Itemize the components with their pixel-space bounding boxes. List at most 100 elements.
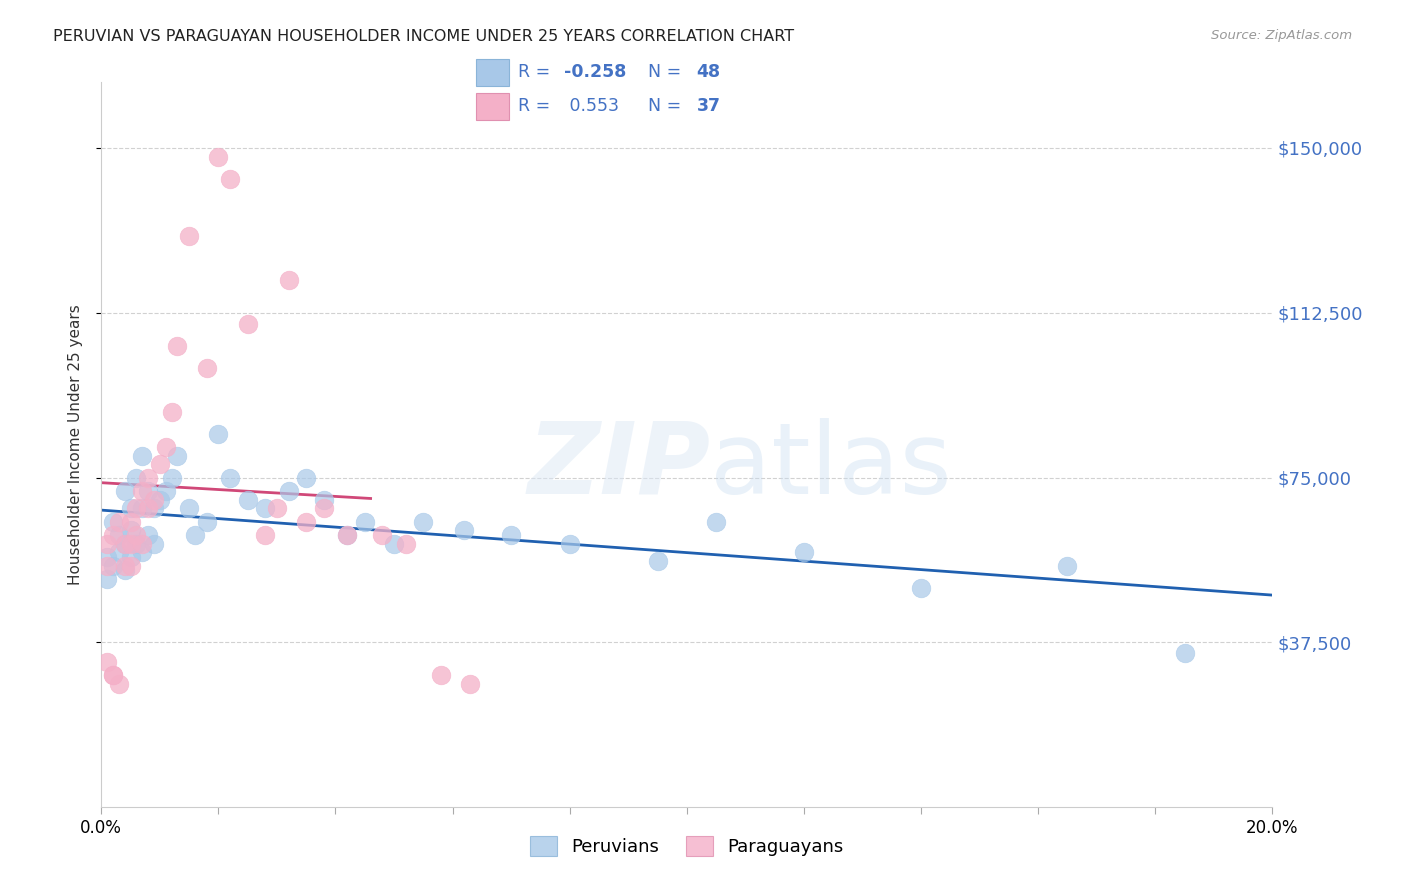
Point [177, 228, 200, 243]
Point [120, 515, 142, 529]
Point [266, 501, 288, 516]
Point [131, 483, 153, 498]
Point [125, 536, 148, 550]
Point [312, 492, 335, 507]
Point [412, 515, 434, 529]
Point [125, 501, 148, 516]
Point [236, 492, 259, 507]
Legend: Peruvians, Paraguayans: Peruvians, Paraguayans [523, 830, 851, 863]
Point [395, 536, 418, 550]
Point [458, 677, 481, 691]
Point [120, 549, 142, 564]
Point [136, 528, 159, 542]
Point [149, 458, 172, 472]
Point [1174, 647, 1197, 661]
Point [793, 545, 815, 559]
Point [149, 492, 172, 507]
Point [195, 360, 218, 375]
Point [120, 524, 142, 538]
Point [101, 528, 124, 542]
Point [501, 528, 523, 542]
Point [177, 501, 200, 516]
Point [336, 528, 359, 542]
Point [125, 528, 148, 542]
Point [131, 501, 153, 516]
Y-axis label: Householder Income Under 25 years: Householder Income Under 25 years [67, 304, 83, 585]
Point [236, 317, 259, 331]
Point [219, 171, 242, 186]
Point [277, 273, 299, 287]
Point [101, 558, 124, 573]
Point [219, 470, 242, 484]
Point [120, 536, 142, 550]
Point [207, 150, 229, 164]
Point [910, 581, 932, 595]
Point [101, 668, 124, 682]
Point [647, 554, 669, 568]
Point [312, 501, 335, 516]
Point [131, 449, 153, 463]
Point [107, 528, 129, 542]
Point [96, 536, 118, 550]
Text: 48: 48 [696, 63, 721, 81]
Text: atlas: atlas [710, 418, 952, 515]
Point [96, 549, 118, 564]
Text: PERUVIAN VS PARAGUAYAN HOUSEHOLDER INCOME UNDER 25 YEARS CORRELATION CHART: PERUVIAN VS PARAGUAYAN HOUSEHOLDER INCOM… [53, 29, 794, 44]
Point [353, 515, 375, 529]
Point [96, 655, 118, 669]
Point [136, 483, 159, 498]
Point [142, 501, 165, 516]
Point [382, 536, 405, 550]
Point [107, 515, 129, 529]
Point [155, 483, 177, 498]
Point [254, 528, 277, 542]
Point [142, 492, 165, 507]
Point [160, 470, 183, 484]
Point [131, 545, 153, 559]
Point [114, 536, 136, 550]
Point [114, 483, 136, 498]
Point [114, 558, 136, 573]
Point [453, 524, 475, 538]
Point [107, 545, 129, 559]
Point [184, 528, 207, 542]
Point [136, 501, 159, 516]
Point [336, 528, 359, 542]
Point [120, 558, 142, 573]
Point [1056, 558, 1078, 573]
Point [254, 501, 277, 516]
Point [125, 470, 148, 484]
Bar [475, 59, 509, 86]
Point [704, 515, 727, 529]
Text: R =: R = [519, 97, 555, 115]
Point [277, 483, 299, 498]
Point [160, 405, 183, 419]
Text: ZIP: ZIP [527, 418, 710, 515]
Point [131, 536, 153, 550]
Point [114, 536, 136, 550]
Text: R =: R = [519, 63, 555, 81]
Point [166, 339, 188, 353]
Point [295, 470, 318, 484]
Point [558, 536, 581, 550]
Point [136, 470, 159, 484]
Point [155, 440, 177, 454]
Point [142, 536, 165, 550]
Text: -0.258: -0.258 [564, 63, 626, 81]
Point [120, 501, 142, 516]
Point [96, 572, 118, 586]
Point [166, 449, 188, 463]
Text: N =: N = [648, 63, 688, 81]
Point [107, 677, 129, 691]
Point [101, 668, 124, 682]
Bar [475, 94, 509, 120]
Point [295, 515, 318, 529]
Point [195, 515, 218, 529]
Point [371, 528, 394, 542]
Point [114, 563, 136, 577]
Point [430, 668, 453, 682]
Text: 0.553: 0.553 [564, 97, 619, 115]
Text: 37: 37 [696, 97, 720, 115]
Text: Source: ZipAtlas.com: Source: ZipAtlas.com [1212, 29, 1353, 42]
Point [101, 515, 124, 529]
